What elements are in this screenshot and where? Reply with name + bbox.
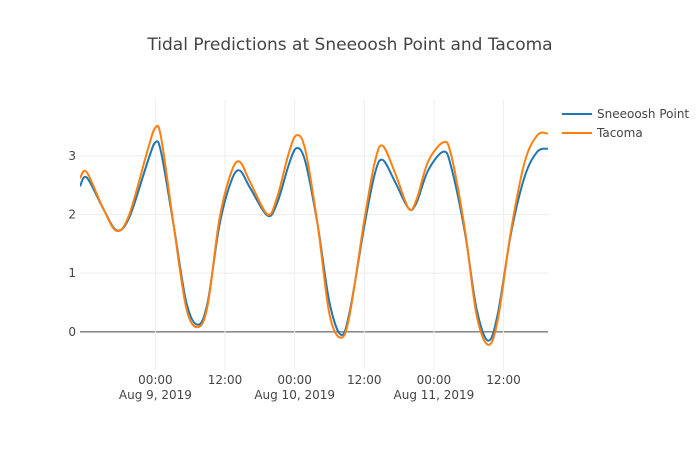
y-tick-label: 1: [68, 266, 76, 280]
x-tick-date-label: Aug 11, 2019: [394, 388, 475, 402]
y-tick-label: 3: [68, 149, 76, 163]
x-tick-label: 00:00: [138, 373, 173, 387]
chart-title: Tidal Predictions at Sneeoosh Point and …: [146, 35, 552, 55]
legend-label: Tacoma: [596, 126, 643, 140]
y-tick-label: 0: [68, 325, 76, 339]
x-tick-label: 12:00: [347, 373, 382, 387]
legend-item-tacoma[interactable]: Tacoma: [562, 126, 643, 140]
x-tick-label: 00:00: [417, 373, 452, 387]
y-tick-label: 2: [68, 207, 76, 221]
x-tick-date-label: Aug 9, 2019: [119, 388, 192, 402]
x-tick-label: 00:00: [277, 373, 312, 387]
legend-label: Sneeoosh Point: [597, 107, 689, 121]
x-tick-label: 12:00: [208, 373, 243, 387]
legend-item-sneeoosh-point[interactable]: Sneeoosh Point: [562, 107, 689, 121]
grid-layer: [80, 100, 548, 370]
x-tick-label: 12:00: [486, 373, 521, 387]
series-line-tacoma: [80, 124, 548, 346]
x-tick-date-label: Aug 10, 2019: [254, 388, 335, 402]
series-layer: [80, 124, 548, 346]
series-line-sneeoosh-point: [80, 140, 548, 342]
legend[interactable]: Sneeoosh Point Tacoma: [562, 107, 689, 140]
